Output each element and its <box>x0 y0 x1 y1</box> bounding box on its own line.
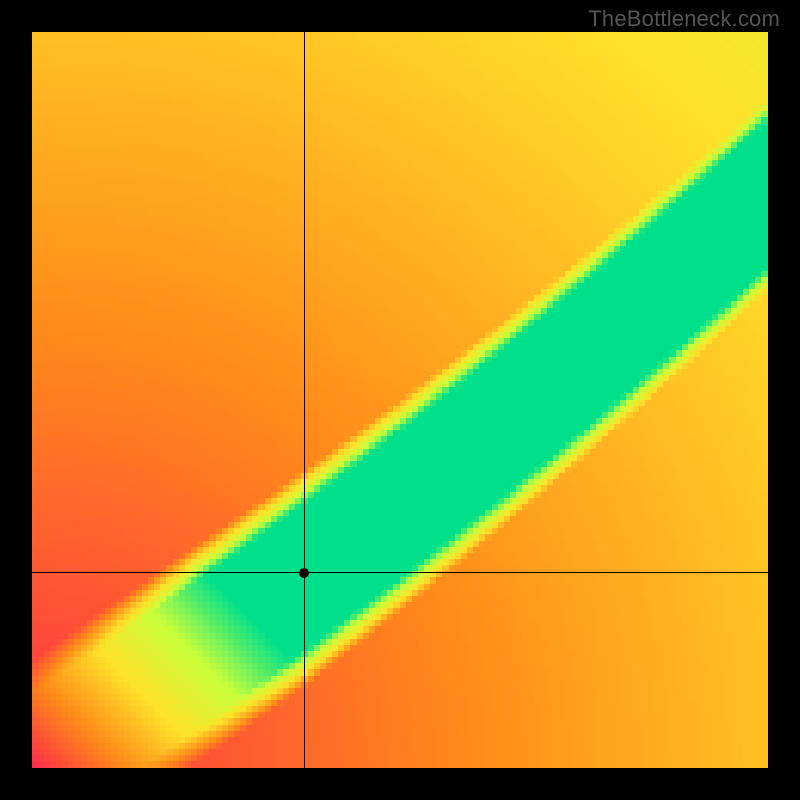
bottleneck-heatmap <box>32 32 768 768</box>
crosshair-horizontal <box>32 572 768 573</box>
crosshair-vertical <box>304 32 305 768</box>
chart-container: TheBottleneck.com <box>0 0 800 800</box>
watermark-text: TheBottleneck.com <box>588 6 780 32</box>
